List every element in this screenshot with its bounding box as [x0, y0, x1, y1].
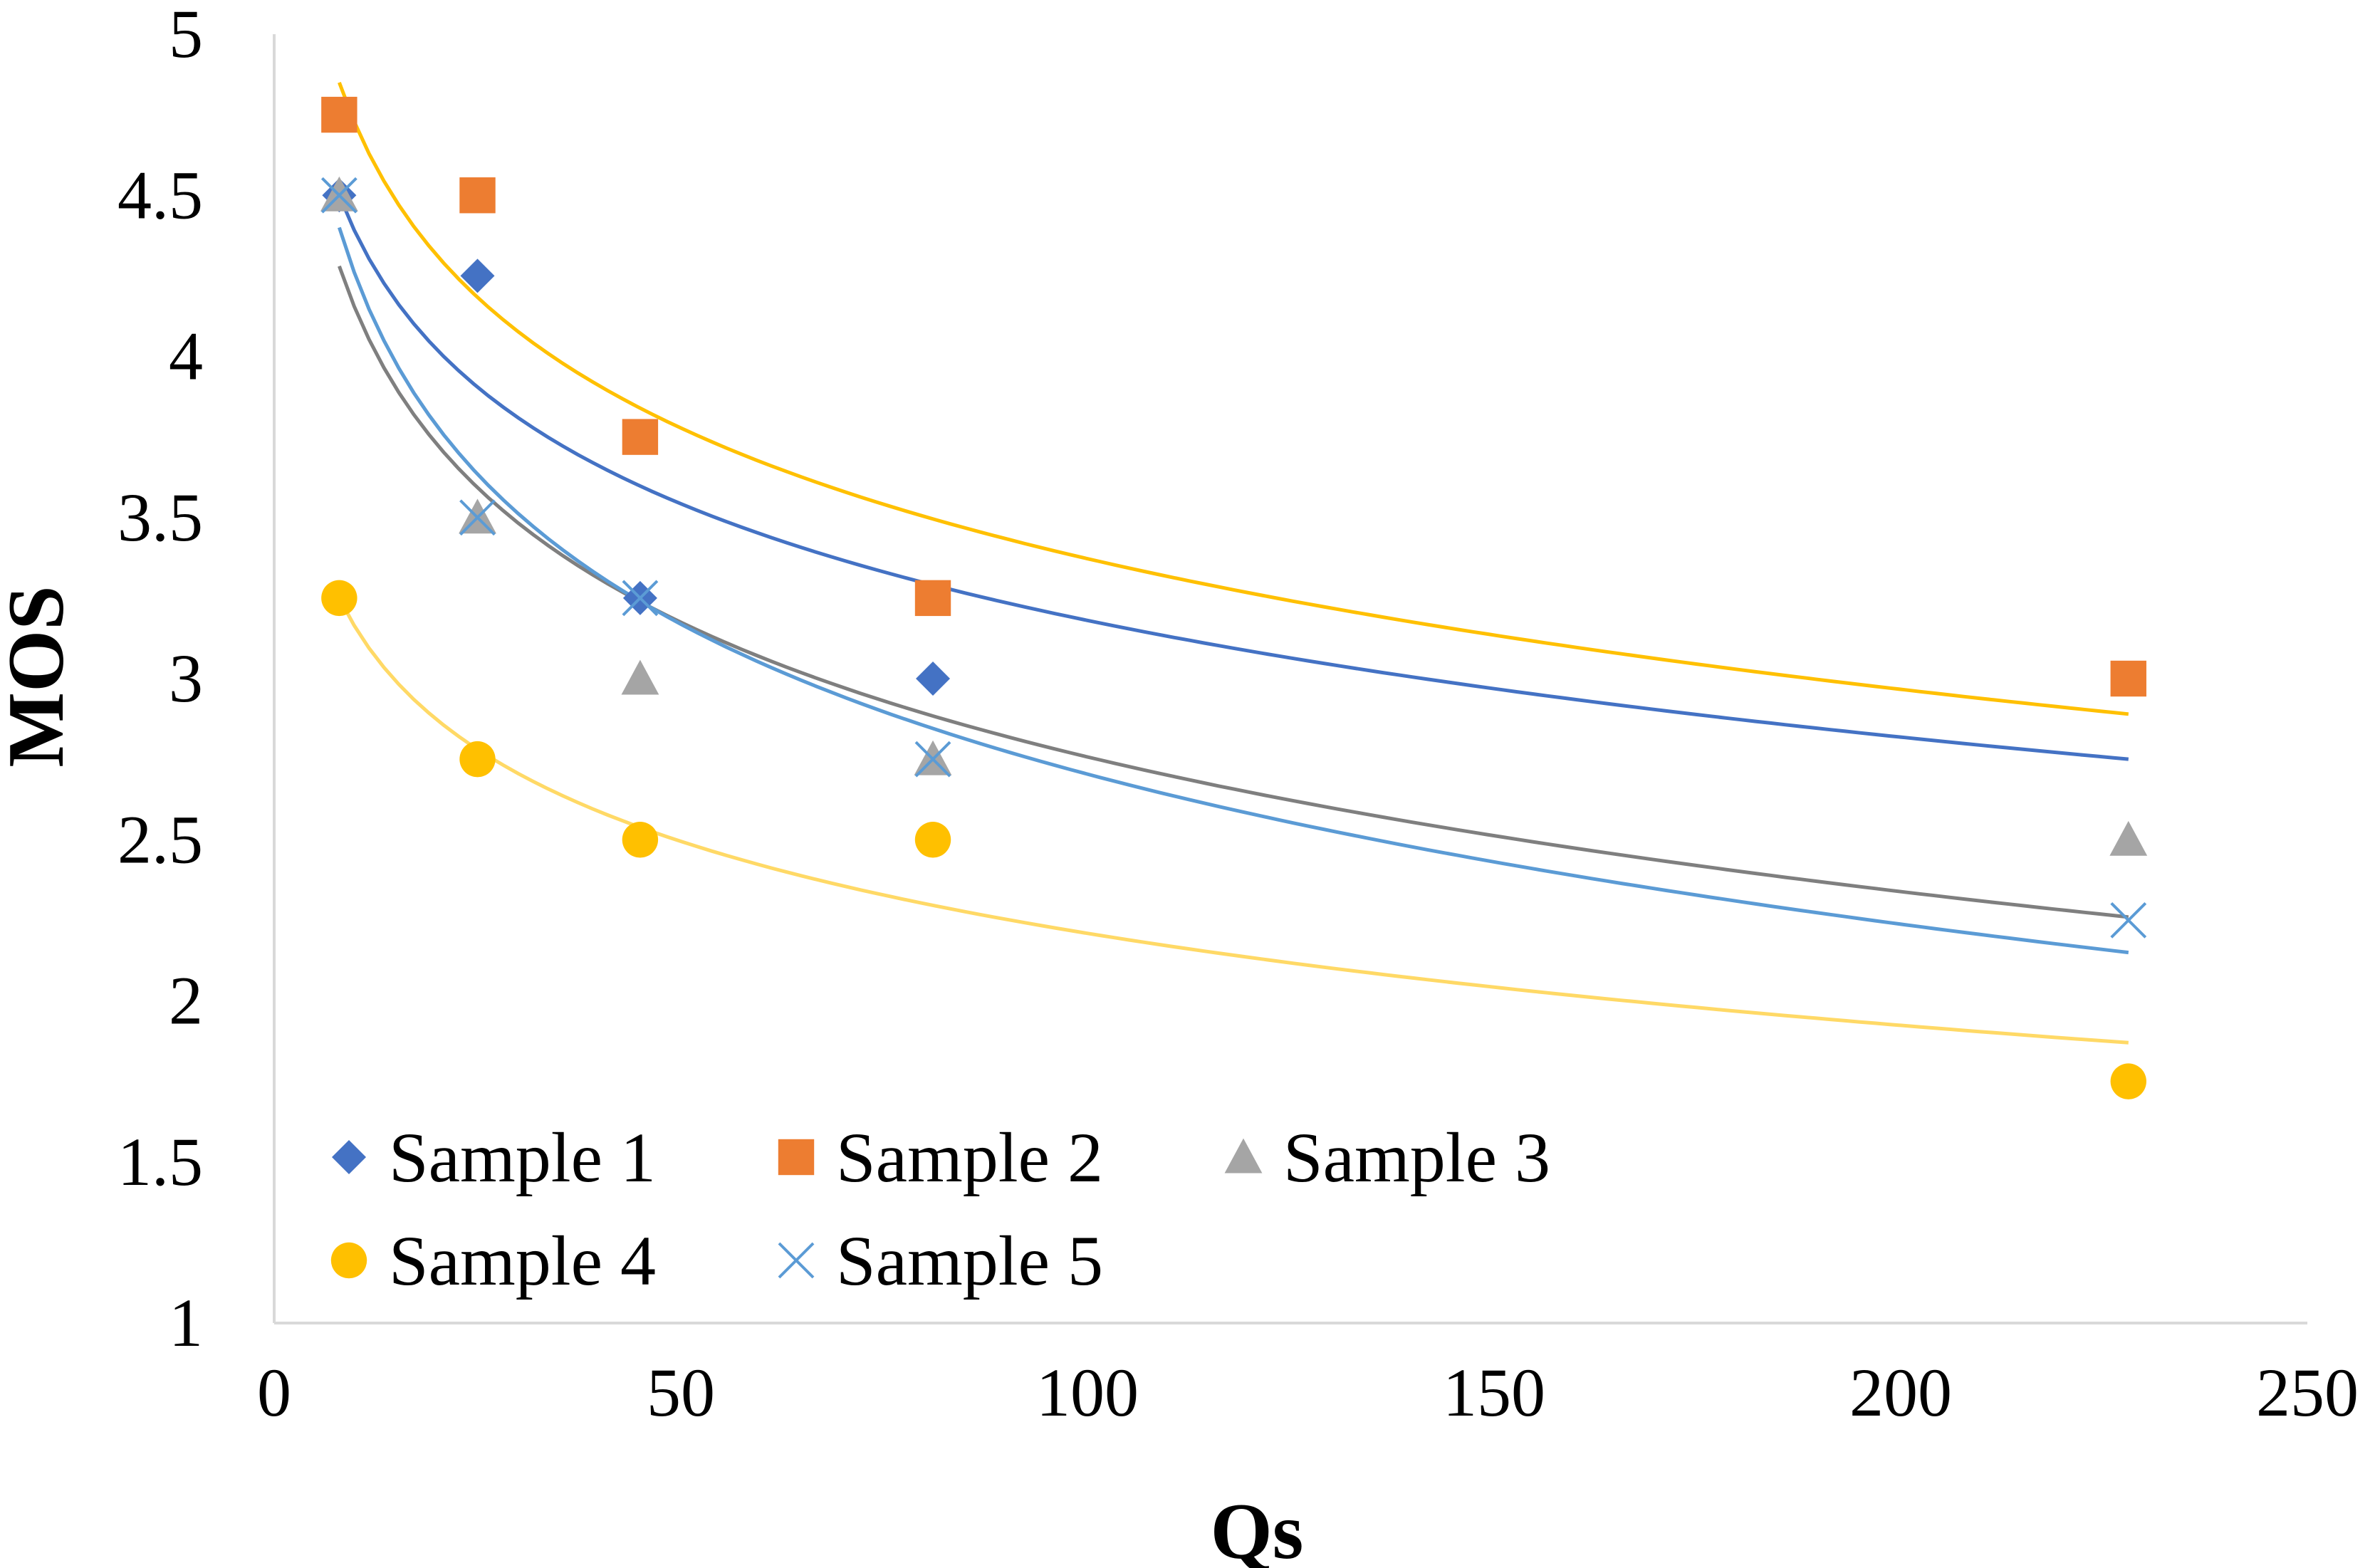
x-tick-label: 0: [257, 1354, 291, 1431]
data-point-sample-5: [914, 741, 951, 778]
legend-marker: [778, 1139, 815, 1176]
y-tick-label: 4: [169, 318, 203, 394]
legend-label: Sample 5: [836, 1221, 1103, 1300]
x-marker-stroke: [622, 580, 659, 617]
data-point-sample-2: [914, 580, 951, 617]
legend: Sample 1 Sample 2 Sample 3 Sample 4 Sample 5: [330, 1118, 1550, 1300]
y-tick-label: 1.5: [118, 1124, 203, 1200]
data-points: [320, 96, 2148, 1099]
y-tick-label: 3: [169, 640, 203, 716]
data-point-sample-5: [2110, 901, 2147, 939]
legend-marker: [1224, 1138, 1263, 1174]
data-point-sample-2: [321, 96, 357, 133]
legend-item-sample-1: Sample 1: [332, 1118, 656, 1197]
data-point-sample-1: [460, 258, 495, 293]
data-point-sample-4: [459, 741, 496, 778]
x-tick-label: 250: [2256, 1354, 2359, 1431]
legend-item-sample-2: Sample 2: [778, 1118, 1103, 1197]
legend-item-sample-4: Sample 4: [330, 1221, 656, 1300]
x-marker-stroke: [320, 177, 357, 214]
data-point-sample-4: [914, 822, 951, 858]
legend-item-sample-3: Sample 3: [1224, 1118, 1550, 1197]
legend-marker: [330, 1242, 367, 1279]
trendlines: [338, 82, 2129, 1045]
y-tick-label: 1: [169, 1285, 203, 1361]
x-marker-stroke: [459, 499, 496, 536]
x-marker-stroke: [914, 741, 951, 778]
legend-label: Sample 1: [389, 1118, 656, 1197]
data-point-sample-4: [2110, 1063, 2146, 1099]
y-tick-label: 2.5: [118, 801, 203, 877]
trendline-sample-1: [338, 194, 2129, 761]
x-tick-label: 100: [1036, 1354, 1139, 1431]
legend-marker: [778, 1242, 815, 1279]
x-marker-stroke: [778, 1242, 815, 1279]
data-point-sample-2: [2110, 660, 2146, 697]
data-point-sample-5: [622, 580, 659, 617]
trendline-sample-4: [338, 597, 2129, 1045]
data-point-sample-5: [459, 499, 496, 536]
y-tick-label: 4.5: [118, 157, 203, 233]
x-tick-label: 150: [1443, 1354, 1545, 1431]
data-point-sample-4: [622, 822, 659, 858]
legend-label: Sample 4: [389, 1221, 656, 1300]
data-point-sample-3: [621, 659, 659, 695]
y-tick-label: 3.5: [118, 479, 203, 555]
legend-marker: [332, 1140, 366, 1174]
x-tick-label: 200: [1849, 1354, 1952, 1431]
data-point-sample-3: [2109, 820, 2148, 856]
data-point-sample-2: [622, 419, 659, 455]
axes: 0 50 100 150 200 250 1 1.5 2 2.5 3 3.5 4 4.5 5: [118, 0, 2359, 1431]
y-axis-title: MOS: [0, 585, 80, 767]
y-tick-label: 5: [169, 0, 203, 72]
legend-label: Sample 2: [836, 1118, 1103, 1197]
legend-item-sample-5: Sample 5: [778, 1221, 1103, 1300]
trendline-sample-2: [338, 82, 2129, 716]
data-point-sample-2: [459, 177, 496, 214]
data-point-sample-5: [320, 177, 357, 214]
x-marker-stroke: [2110, 901, 2147, 939]
data-point-sample-1: [916, 662, 951, 696]
x-tick-label: 50: [647, 1354, 715, 1431]
legend-label: Sample 3: [1283, 1118, 1550, 1197]
x-axis-title: Qs: [1211, 1488, 1304, 1568]
data-point-sample-4: [321, 580, 357, 617]
y-tick-label: 2: [169, 963, 203, 1039]
